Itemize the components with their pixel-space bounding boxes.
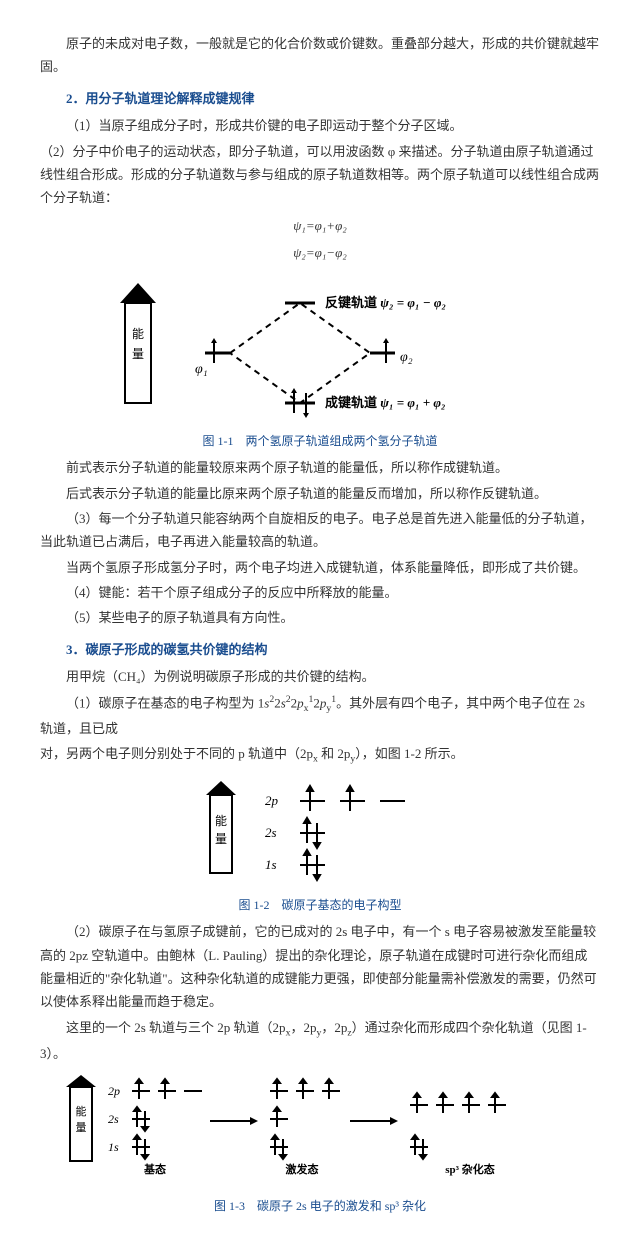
svg-text:能: 能 — [132, 327, 144, 341]
figure-1-3-caption: 图 1-3 碳原子 2s 电子的激发和 sp³ 杂化 — [40, 1196, 600, 1218]
intro-para: 原子的未成对电子数，一般就是它的化合价数或价键数。重叠部分越大，形成的共价键就越… — [40, 32, 600, 79]
svg-text:能: 能 — [215, 814, 227, 828]
svg-text:能: 能 — [76, 1104, 87, 1118]
svg-text:2p: 2p — [265, 793, 279, 808]
para-3a: 用甲烷（CH₄）为例说明碳原子形成的共价键的结构。 — [40, 665, 600, 688]
svg-text:2s: 2s — [265, 825, 277, 840]
figure-1-2-caption: 图 1-2 碳原子基态的电子构型 — [40, 895, 600, 917]
para-2d: 后式表示分子轨道的能量比原来两个原子轨道的能量反而增加，所以称作反键轨道。 — [40, 482, 600, 505]
para-3e: 这里的一个 2s 轨道与三个 2p 轨道（2px，2py，2pz）通过杂化而形成… — [40, 1016, 600, 1066]
svg-text:量: 量 — [76, 1121, 87, 1134]
svg-text:2s: 2s — [108, 1112, 119, 1126]
svg-text:激发态: 激发态 — [286, 1162, 319, 1176]
svg-text:φ₂: φ₂ — [400, 350, 413, 365]
figure-1-3: 能 量 2p 2s 1s 基态 激发态 — [40, 1073, 600, 1188]
para-3d: （2）碳原子在与氢原子成键前，它的已成对的 2s 电子中，有一个 s 电子容易被… — [40, 920, 600, 1014]
svg-text:反键轨道 ψ₂ = φ₁ − φ₂: 反键轨道 ψ₂ = φ₁ − φ₂ — [325, 295, 446, 310]
para-2c: 前式表示分子轨道的能量较原来两个原子轨道的能量低，所以称作成键轨道。 — [40, 456, 600, 479]
para-3b: （1）碳原子在基态的电子构型为 1s22s22px12py1。其外层有四个电子，… — [40, 691, 600, 741]
para-2e: （3）每一个分子轨道只能容纳两个自旋相反的电子。电子总是首先进入能量低的分子轨道… — [40, 507, 600, 554]
svg-text:φ₁: φ₁ — [195, 362, 208, 377]
section-2-heading: 2．用分子轨道理论解释成键规律 — [40, 87, 600, 110]
svg-text:1s: 1s — [108, 1140, 119, 1154]
svg-text:基态: 基态 — [143, 1162, 166, 1176]
section-3-heading: 3．碳原子形成的碳氢共价键的结构 — [40, 638, 600, 661]
figure-1-2: 能 量 2p 2s 1s — [40, 777, 600, 887]
svg-text:量: 量 — [132, 347, 144, 361]
svg-text:2p: 2p — [108, 1084, 120, 1098]
equation-1: ψ₁=φ₁+φ₂ — [40, 214, 600, 237]
para-3c: 对，另两个电子则分别处于不同的 p 轨道中（2px 和 2py），如图 1-2 … — [40, 742, 600, 768]
figure-1-1-caption: 图 1-1 两个氢原子轨道组成两个氢分子轨道 — [40, 431, 600, 453]
equation-2: ψ₂=φ₁−φ₂ — [40, 241, 600, 264]
para-2-1: （1）当原子组成分子时，形成共价键的电子即运动于整个分子区域。 — [40, 114, 600, 137]
svg-text:量: 量 — [215, 832, 227, 846]
svg-text:sp³ 杂化态: sp³ 杂化态 — [445, 1162, 494, 1176]
svg-text:成键轨道 ψ₁ = φ₁ + φ₂: 成键轨道 ψ₁ = φ₁ + φ₂ — [325, 395, 446, 410]
figure-1-1: 能 量 φ₁ φ₂ 反键轨道 ψ₂ = φ₁ − φ₂ 成键轨道 ψ₁ = φ₁… — [40, 273, 600, 423]
svg-text:1s: 1s — [265, 857, 277, 872]
para-2-2: （2）分子中价电子的运动状态，即分子轨道，可以用波函数 φ 来描述。分子轨道由原… — [40, 140, 600, 210]
para-2h: （5）某些电子的原子轨道具有方向性。 — [40, 606, 600, 629]
para-2g: （4）键能：若干个原子组成分子的反应中所释放的能量。 — [40, 581, 600, 604]
para-2f: 当两个氢原子形成氢分子时，两个电子均进入成键轨道，体系能量降低，即形成了共价键。 — [40, 556, 600, 579]
